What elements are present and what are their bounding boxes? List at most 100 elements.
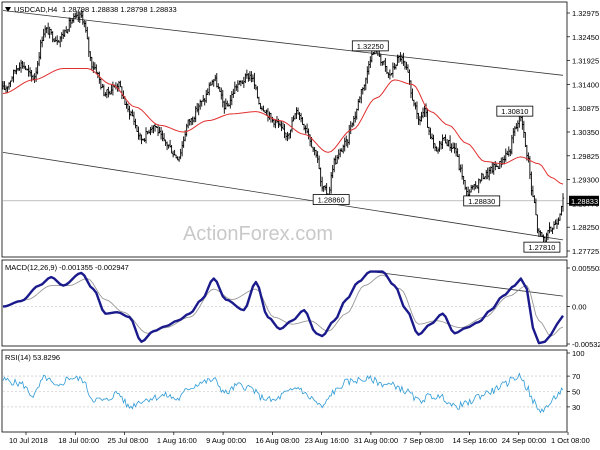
ohlc-values: 1.28798 1.28838 1.28798 1.28833 [62,5,177,14]
price-bar [409,80,413,99]
price-y-tick-label: 1.32975 [572,9,599,18]
price-bar [302,123,306,131]
price-bar [474,181,477,190]
price-bar [497,165,500,170]
price-bar [552,221,556,230]
x-tick-label: 23 Aug 16:00 [305,436,349,445]
price-bar [86,26,89,40]
price-bar [366,66,369,84]
price-bar [239,80,243,87]
price-bar [296,107,300,115]
price-bar [12,69,15,83]
price-bar [33,73,36,83]
macd-title: MACD(12,26,9) -0.001355 -0.002947 [5,263,129,272]
price-bar [531,185,535,198]
price-bar [131,109,134,117]
price-bar [171,150,175,158]
price-bar [205,89,208,103]
price-bar [274,119,277,129]
price-y-tick-label: 1.29825 [572,152,599,161]
price-label-box [463,195,501,207]
rsi-y-tick-label: 100 [572,349,585,358]
price-bar [342,144,345,154]
price-bar [177,156,181,162]
price-y-tick-label: 1.32450 [572,33,599,42]
price-bar [516,120,520,132]
price-bar [388,69,392,80]
x-tick-label: 24 Sep 00:00 [502,436,547,445]
price-bar [156,125,160,137]
price-bar [90,56,94,70]
price-bar [235,84,238,91]
price-bar [188,118,191,126]
price-bar [295,107,298,119]
price-bar [129,110,133,117]
price-bar [379,53,383,66]
price-bar [161,130,164,142]
price-bar [542,234,545,243]
price-bar [71,18,74,24]
rsi-title: RSI(14) 53.8296 [5,353,60,362]
price-bar [4,85,8,93]
price-bar [102,84,106,97]
price-bar [351,122,354,128]
price-bar [182,136,185,148]
chart-arrow-icon [5,7,11,12]
price-bar [101,83,104,88]
price-y-tick-label: 1.27725 [572,247,599,256]
price-bar [436,147,440,154]
price-bar [110,84,113,95]
price-bar [272,119,276,128]
price-bar [199,99,202,110]
price-bar [426,108,429,128]
price-bar [320,176,324,192]
price-bar [226,100,229,107]
price-bar [423,105,426,118]
price-label-1.28860: 1.28860 [312,194,350,205]
x-tick-label: 1 Aug 16:00 [157,436,197,445]
price-bar [211,79,214,86]
price-bar [387,72,390,79]
price-bar [217,83,220,90]
price-bar [439,141,443,150]
x-tick-label: 7 Sep 08:00 [403,436,443,445]
price-bar [266,108,270,122]
price-bar [400,54,404,65]
price-bar [524,132,527,148]
price-bar [491,162,494,174]
macd-main-line [2,270,564,345]
price-bar [46,22,50,35]
x-tick-label: 18 Jul 00:00 [58,436,99,445]
x-tick-label: 9 Aug 00:00 [206,436,246,445]
price-bar [65,26,68,33]
price-bar [557,217,560,225]
price-label-1.32250: 1.32250 [351,40,389,52]
price-bar [289,129,292,139]
price-bar [152,125,155,134]
price-bar [138,132,142,141]
price-bar [477,178,480,194]
price-bar [348,124,351,145]
price-bar [367,60,371,75]
price-plot: 1.32250 1.28860 1.28830 1.30810 1.27810 [1,9,565,253]
price-bar [42,28,45,42]
price-bar [159,126,163,140]
price-bar [62,29,65,39]
price-bar [447,139,450,147]
price-bar [339,148,342,158]
price-bar [307,128,310,140]
price-bar [298,112,301,121]
price-bar [119,80,122,88]
price-bar [13,69,17,75]
x-tick-label: 14 Sep 16:00 [452,436,497,445]
price-bar [203,97,206,106]
price-bar [144,127,148,144]
watermark-text: ActionForex.com [183,223,333,245]
price-bar [36,61,39,75]
price-bar [498,161,501,170]
price-label-1.27810: 1.27810 [523,241,561,253]
price-bar [253,72,256,90]
price-bar [221,89,224,108]
